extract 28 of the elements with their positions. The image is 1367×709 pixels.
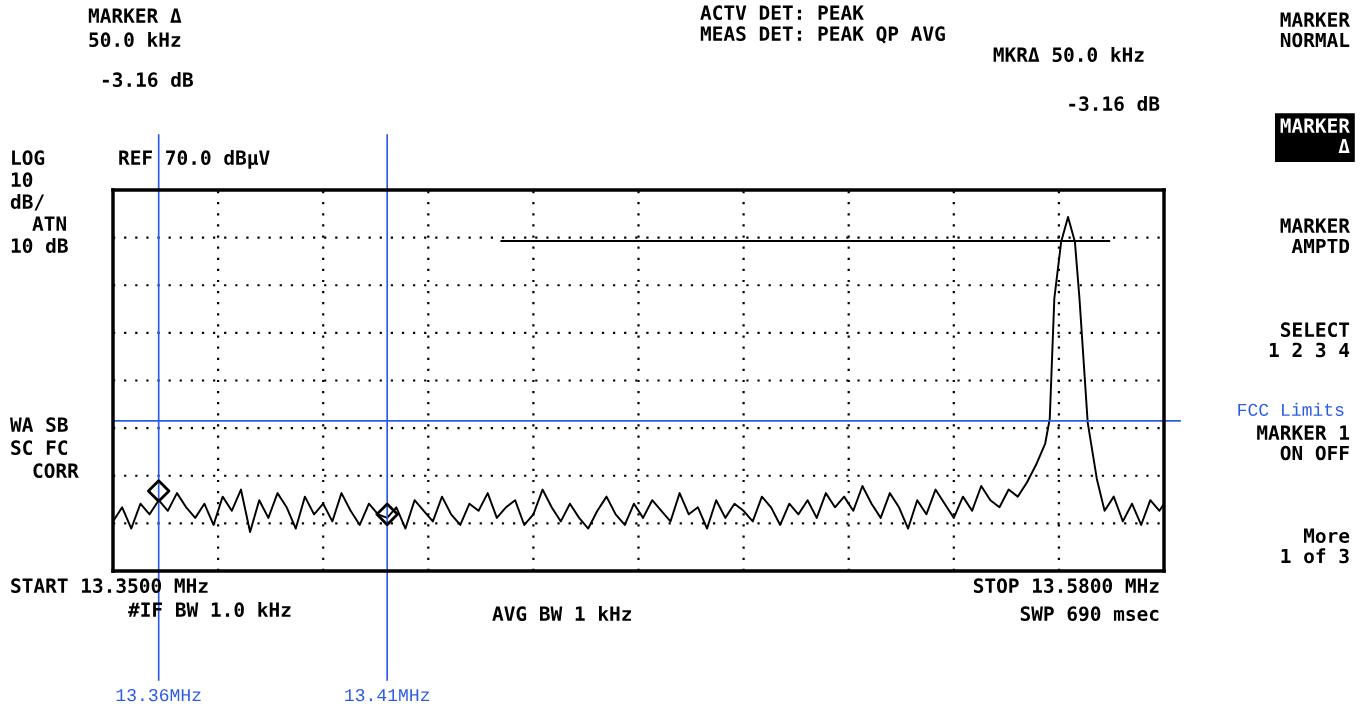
text: More 1 of 3: [1281, 528, 1350, 564]
x-tick-label: 13.36MHz: [116, 689, 201, 702]
text: dB/: [10, 194, 45, 211]
text: -3.16 dB: [102, 72, 193, 88]
text: STOP 13.5800 MHz: [973, 578, 1159, 594]
text: 10: [11, 172, 33, 188]
text: MARKER AMPTD: [1280, 218, 1350, 254]
text: LOG: [12, 150, 45, 166]
text: MKRΔ 50.0 kHz: [993, 47, 1144, 63]
text: REF 70.0 dBµV: [119, 150, 270, 169]
text: SC FC: [11, 440, 68, 456]
text: SWP 690 msec: [1020, 606, 1159, 622]
text: CORR: [33, 463, 79, 479]
text: ACTV DET: PEAK: [700, 5, 864, 21]
ref-line-label: FCC Limits: [1238, 402, 1344, 416]
text: MARKER 1 ON OFF: [1257, 425, 1350, 461]
text: MARKER Δ: [88, 8, 182, 23]
text: MARKER NORMAL: [1280, 12, 1350, 48]
text: 10 dB: [11, 238, 68, 254]
text: ATN: [32, 216, 66, 231]
text: AVG BW 1 kHz: [492, 606, 632, 622]
text: SELECT 1 2 3 4: [1269, 322, 1350, 358]
text: -3.16 dB: [1069, 96, 1160, 112]
text: MARKER Δ: [1280, 118, 1350, 154]
text: 50.0 kHz: [89, 32, 181, 48]
x-tick-label: 13.41MHz: [345, 689, 430, 702]
text: MEAS DET: PEAK QP AVG: [700, 26, 945, 44]
text: WA SB: [10, 417, 68, 433]
